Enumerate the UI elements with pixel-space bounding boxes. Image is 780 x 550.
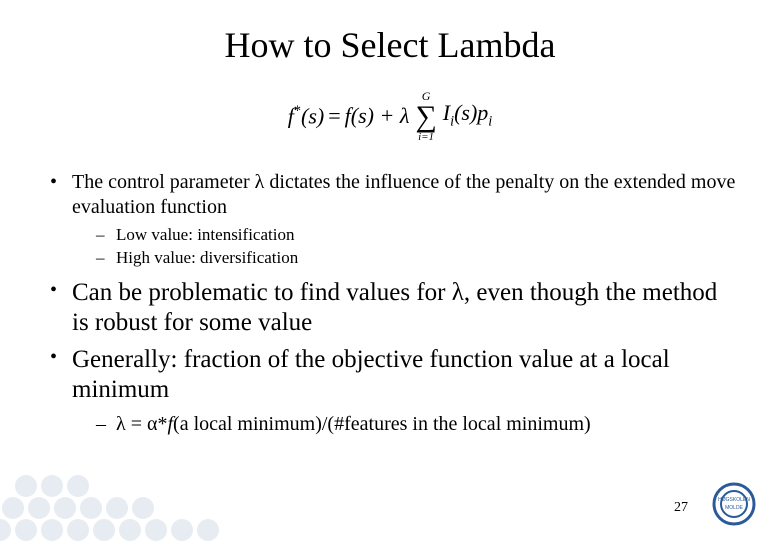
formula-eq: = — [328, 104, 340, 128]
slide: How to Select Lambda f*(s) = f(s) + λ G … — [0, 0, 780, 540]
formula: f*(s) = f(s) + λ G ∑ i=1 Ii(s)pi — [42, 84, 738, 148]
sigma-icon: ∑ — [415, 102, 436, 132]
formula-rhs-right: Ii(s)pi — [443, 101, 493, 130]
formula-sum: G ∑ i=1 — [415, 90, 436, 143]
bullet-1-sub-1: Low value: intensification — [72, 224, 738, 247]
bullet-3-sub-1: λ = α*f(a local minimum)/(#features in t… — [72, 410, 738, 438]
bullet-1-sub-2: High value: diversification — [72, 247, 738, 270]
page-number: 27 — [674, 500, 688, 516]
bullet-list: The control parameter λ dictates the inf… — [42, 170, 738, 438]
b3s1-prefix: λ = α* — [116, 413, 167, 435]
bullet-1-sublist: Low value: intensification High value: d… — [72, 224, 738, 270]
bullet-3-sublist: λ = α*f(a local minimum)/(#features in t… — [72, 410, 738, 438]
bullet-1: The control parameter λ dictates the inf… — [42, 170, 738, 270]
bullet-3: Generally: fraction of the objective fun… — [42, 345, 738, 438]
formula-lhs: f*(s) — [288, 104, 325, 129]
logo-icon: HØGSKOLEN MOLDE — [712, 482, 756, 526]
b3s1-rest: (a local minimum)/(#features in the loca… — [173, 413, 591, 435]
svg-text:HØGSKOLEN: HØGSKOLEN — [718, 497, 750, 503]
bullet-1-text: The control parameter λ dictates the inf… — [72, 171, 735, 218]
slide-title: How to Select Lambda — [42, 24, 738, 66]
bullet-2: Can be problematic to find values for λ,… — [42, 278, 738, 339]
formula-rhs-left: f(s) + λ — [345, 104, 410, 128]
svg-text:MOLDE: MOLDE — [725, 505, 743, 511]
background-dots — [0, 460, 260, 550]
bullet-3-text: Generally: fraction of the objective fun… — [72, 346, 670, 404]
formula-sum-bottom: i=1 — [418, 132, 434, 143]
